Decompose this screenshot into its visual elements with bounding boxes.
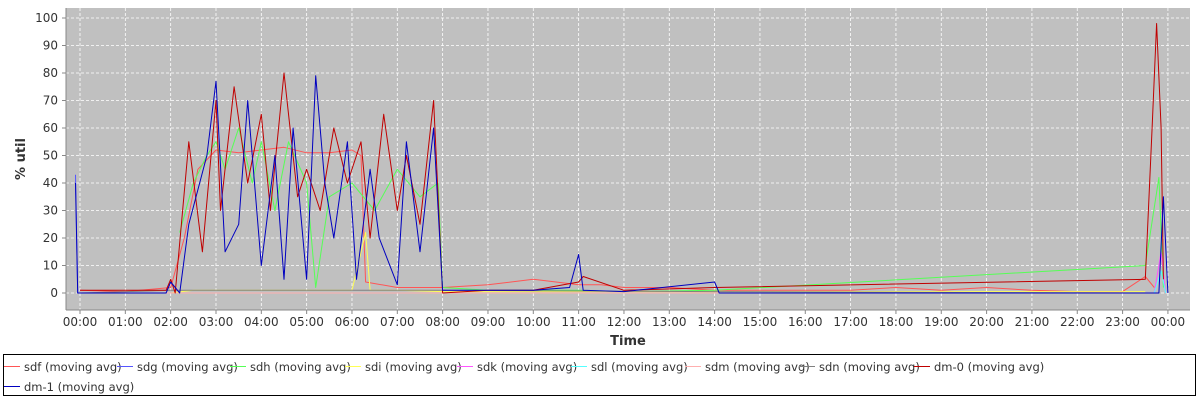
legend-item: sdh (moving avg)	[230, 360, 351, 374]
legend-item: sdl (moving avg)	[571, 360, 688, 374]
y-tick-label: 80	[43, 66, 58, 80]
legend-swatch	[4, 366, 20, 367]
x-tick-label: 23:00	[1105, 315, 1140, 329]
series-line-dm-1	[75, 75, 1169, 294]
x-tick-label: 00:00	[1151, 315, 1186, 329]
x-tick-label: 02:00	[153, 315, 188, 329]
legend-label: dm-0 (moving avg)	[934, 360, 1045, 374]
legend-swatch	[799, 366, 815, 367]
y-tick-label: 10	[43, 259, 58, 273]
x-tick-label: 14:00	[697, 315, 732, 329]
legend-swatch	[571, 366, 587, 367]
x-axis-label: Time	[610, 334, 646, 349]
legend-item: dm-1 (moving avg)	[4, 380, 134, 394]
x-tick-label: 21:00	[1015, 315, 1050, 329]
series-line-dm-0	[80, 23, 1164, 294]
legend-swatch	[345, 366, 361, 367]
x-tick-label: 18:00	[879, 315, 914, 329]
legend-item: sdk (moving avg)	[457, 360, 577, 374]
x-tick-label: 11:00	[561, 315, 596, 329]
x-tick-label: 04:00	[244, 315, 279, 329]
legend-swatch	[914, 366, 930, 367]
x-tick-label: 15:00	[743, 315, 778, 329]
y-axis-label: % util	[14, 138, 29, 180]
legend-label: sdg (moving avg)	[137, 360, 238, 374]
series-layer	[75, 23, 1169, 294]
x-tick-label: 12:00	[607, 315, 642, 329]
y-tick-label: 100	[35, 11, 58, 25]
legend-item: sdg (moving avg)	[117, 360, 238, 374]
x-tick-label: 01:00	[108, 315, 143, 329]
y-tick-label: 30	[43, 204, 58, 218]
series-line-sdl	[1153, 270, 1167, 294]
legend-item: sdf (moving avg)	[4, 360, 122, 374]
y-tick-label: 20	[43, 231, 58, 245]
legend-label: sdf (moving avg)	[24, 360, 122, 374]
y-tick-label: 60	[43, 121, 58, 135]
legend-label: sdk (moving avg)	[477, 360, 578, 374]
legend-label: sdm (moving avg)	[705, 360, 810, 374]
plot-area	[66, 8, 1190, 310]
legend-label: sdi (moving avg)	[365, 360, 462, 374]
x-tick-label: 03:00	[199, 315, 234, 329]
x-tick-label: 10:00	[516, 315, 551, 329]
y-tick-label: 90	[43, 39, 58, 53]
x-tick-label: 05:00	[289, 315, 324, 329]
legend-label: sdl (moving avg)	[591, 360, 688, 374]
legend-swatch	[4, 386, 20, 387]
y-tick-label: 70	[43, 94, 58, 108]
legend-swatch	[230, 366, 246, 367]
legend: sdf (moving avg) sdg (moving avg) sdh (mov…	[3, 354, 1196, 396]
legend-item: sdn (moving avg)	[799, 360, 920, 374]
axes: 0 10 20 30 40 50 60 70 80 90 100 00:00 01:00 02:00 03:…	[35, 8, 1190, 329]
legend-label: dm-1 (moving avg)	[24, 380, 135, 394]
legend-swatch	[457, 366, 473, 367]
x-tick-label: 17:00	[833, 315, 868, 329]
line-chart: 0 10 20 30 40 50 60 70 80 90 100 00:00 01:00 02:00 03:…	[14, 8, 1190, 349]
x-tick-label: 19:00	[924, 315, 959, 329]
x-tick-label: 13:00	[652, 315, 687, 329]
x-tick-label: 00:00	[63, 315, 98, 329]
x-tick-label: 09:00	[471, 315, 506, 329]
y-tick-label: 40	[43, 176, 58, 190]
y-tick-label: 50	[43, 149, 58, 163]
x-tick-label: 20:00	[969, 315, 1004, 329]
x-tick-label: 22:00	[1060, 315, 1095, 329]
x-tick-label: 08:00	[425, 315, 460, 329]
legend-item: sdi (moving avg)	[345, 360, 462, 374]
legend-label: sdh (moving avg)	[250, 360, 351, 374]
legend-item: sdm (moving avg)	[685, 360, 810, 374]
y-tick-label: 0	[50, 286, 58, 300]
x-tick-label: 07:00	[380, 315, 415, 329]
x-tick-label: 06:00	[335, 315, 370, 329]
legend-label: sdn (moving avg)	[819, 360, 920, 374]
x-tick-label: 16:00	[788, 315, 823, 329]
legend-swatch	[117, 366, 133, 367]
legend-item: dm-0 (moving avg)	[914, 360, 1044, 374]
legend-swatch	[685, 366, 701, 367]
